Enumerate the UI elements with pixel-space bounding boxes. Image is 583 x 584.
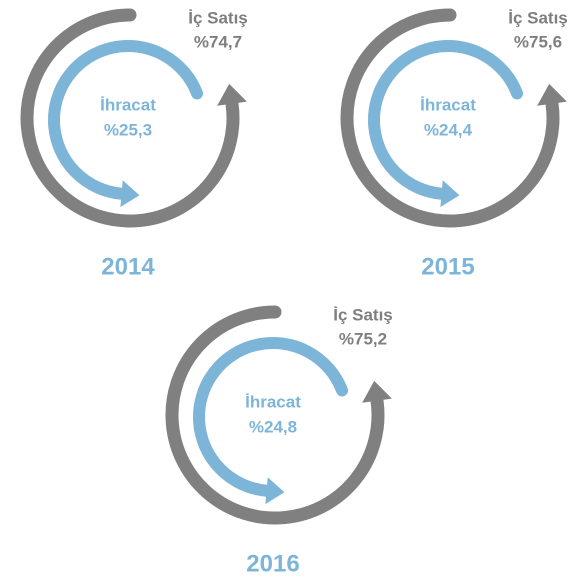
domestic-share: %75,6 — [514, 32, 562, 51]
inner-arrow — [193, 337, 349, 497]
export-share: %25,3 — [104, 120, 152, 139]
domestic-label: İç Satış — [333, 305, 393, 324]
year: 2016 — [246, 550, 299, 577]
outer-arrow-head — [217, 83, 247, 106]
inner-arrow-head — [440, 180, 460, 208]
export-share: %24,4 — [424, 120, 473, 139]
inner-arrow-head — [265, 477, 285, 505]
outer-arrow-head — [362, 380, 392, 403]
outer-arrow — [340, 8, 560, 228]
domestic-share: %75,2 — [339, 329, 387, 348]
export-label: İhracat — [100, 95, 156, 114]
inner-arrow — [368, 40, 524, 200]
export-label: İhracat — [420, 95, 476, 114]
outer-arrow — [165, 305, 385, 525]
export-share: %24,8 — [249, 417, 297, 436]
outer-arrow-head — [537, 83, 567, 106]
domestic-label: İç Satış — [188, 8, 248, 27]
outer-arrow — [20, 8, 240, 228]
year: 2014 — [101, 253, 155, 280]
year: 2015 — [421, 253, 474, 280]
inner-arrow — [48, 40, 204, 200]
export-label: İhracat — [245, 392, 301, 411]
domestic-share: %74,7 — [194, 32, 242, 51]
domestic-label: İç Satış — [508, 8, 568, 27]
inner-arrow-head — [120, 180, 140, 208]
